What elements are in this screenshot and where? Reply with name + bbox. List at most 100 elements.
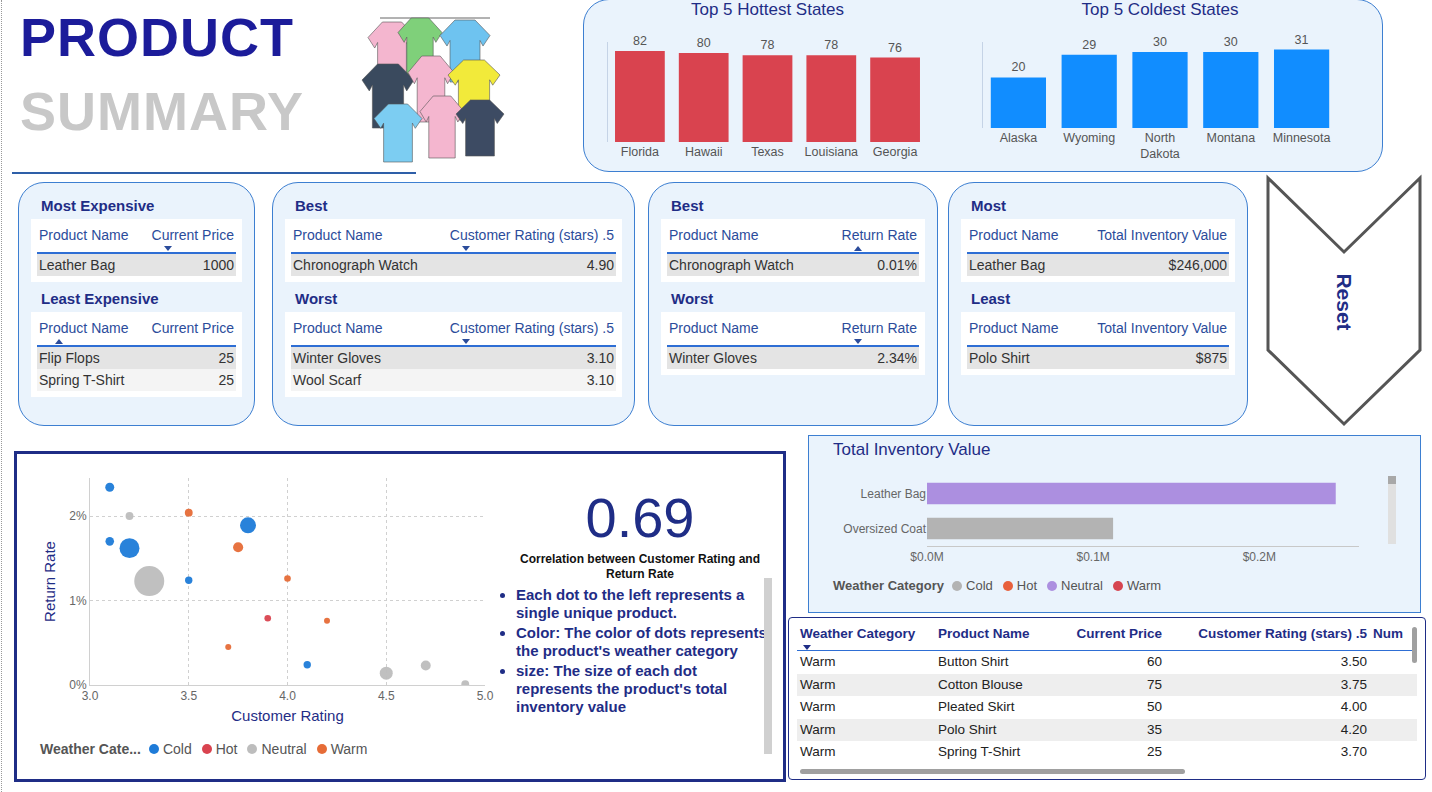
- html-text:Leather Bag: Leather Bag: [969, 257, 1046, 273]
- html-text:Best: Best: [671, 197, 704, 214]
- html-text:3.75: 3.75: [1340, 676, 1367, 692]
- svg-text:Alaska: Alaska: [1000, 131, 1038, 145]
- svg-text:Texas: Texas: [751, 145, 784, 159]
- html-text:Cotton Blouse: Cotton Blouse: [938, 676, 1023, 692]
- html-text:3.10: 3.10: [586, 372, 614, 388]
- html-text:Polo Shirt: Polo Shirt: [938, 721, 997, 737]
- html-text:Spring T-Shirt: Spring T-Shirt: [39, 372, 125, 388]
- svg-text:Montana: Montana: [1206, 131, 1255, 145]
- html-text:Winter Gloves: Winter Gloves: [293, 350, 381, 366]
- html-text:Most: Most: [971, 197, 1006, 214]
- html-text:Total Inventory Value: Total Inventory Value: [833, 440, 991, 459]
- svg-text:Georgia: Georgia: [873, 145, 918, 159]
- html-text:Worst: Worst: [671, 290, 714, 307]
- html-text:Each dot to the left represent: Each dot to the left represents a single…: [516, 586, 745, 621]
- html-text:Correlation between Customer R: Correlation between Customer Rating and …: [520, 552, 760, 581]
- html-text:Product Name: Product Name: [293, 227, 383, 243]
- svg-text:76: 76: [888, 41, 902, 55]
- html-text:Current Price: Current Price: [151, 227, 234, 243]
- html-text:0.01%: 0.01%: [877, 257, 917, 273]
- html-text:Warm: Warm: [800, 676, 836, 692]
- html-text:Polo Shirt: Polo Shirt: [969, 350, 1030, 366]
- html-text:Product Name: Product Name: [969, 227, 1059, 243]
- svg-text:29: 29: [1082, 38, 1096, 52]
- html-text:Warm: Warm: [800, 721, 836, 737]
- html-text:Total Inventory Value: Total Inventory Value: [1097, 320, 1227, 336]
- html-text:1000: 1000: [202, 257, 234, 273]
- html-text:Weather Cate...: Weather Cate...: [40, 741, 141, 757]
- html-text:Cold: Cold: [162, 741, 192, 757]
- svg-text:82: 82: [633, 34, 647, 48]
- html-text:Best: Best: [295, 197, 328, 214]
- svg-text:Minnesota: Minnesota: [1273, 131, 1331, 145]
- html-text:0.69: 0.69: [585, 486, 695, 549]
- svg-text:4.0: 4.0: [279, 689, 296, 703]
- html-text:25: 25: [218, 372, 234, 388]
- html-text:Least Expensive: Least Expensive: [41, 290, 159, 307]
- svg-text:20: 20: [1011, 60, 1025, 74]
- svg-text:30: 30: [1153, 35, 1167, 49]
- svg-text:Customer Rating: Customer Rating: [231, 707, 344, 724]
- html-text:25: 25: [218, 350, 234, 366]
- html-text:Customer Rating (stars) .5: Customer Rating (stars) .5: [449, 227, 614, 243]
- html-text:PRODUCT: PRODUCT: [20, 7, 294, 67]
- html-text:Worst: Worst: [295, 290, 338, 307]
- svg-text:$0.2M: $0.2M: [1243, 550, 1276, 564]
- html-text:Product Name: Product Name: [39, 227, 129, 243]
- html-text:Warm: Warm: [330, 741, 368, 757]
- html-text:Product Name: Product Name: [39, 320, 129, 336]
- html-text:Winter Gloves: Winter Gloves: [669, 350, 757, 366]
- html-text:size: The size of each dot rep: size: The size of each dot represents th…: [516, 662, 728, 715]
- html-text:Return Rate: Return Rate: [841, 320, 917, 336]
- html-text:Leather Bag: Leather Bag: [39, 257, 116, 273]
- svg-text:Florida: Florida: [621, 145, 659, 159]
- svg-text:$0.1M: $0.1M: [1076, 550, 1109, 564]
- svg-text:Louisiana: Louisiana: [805, 145, 859, 159]
- svg-text:5.0: 5.0: [477, 689, 494, 703]
- svg-text:80: 80: [697, 36, 711, 50]
- html-text:Customer Rating (stars) .5: Customer Rating (stars) .5: [449, 320, 614, 336]
- svg-text:Reset: Reset: [1333, 273, 1356, 330]
- html-text:Product Name: Product Name: [669, 320, 759, 336]
- html-text:Product Name: Product Name: [969, 320, 1059, 336]
- html-text:Total Inventory Value: Total Inventory Value: [1097, 227, 1227, 243]
- svg-text:Leather Bag: Leather Bag: [861, 487, 926, 501]
- html-text:$246,000: $246,000: [1168, 257, 1227, 273]
- svg-text:Oversized Coat: Oversized Coat: [843, 522, 926, 536]
- html-text:$875: $875: [1195, 350, 1227, 366]
- html-text:Chronograph Watch: Chronograph Watch: [293, 257, 418, 273]
- svg-text:Return Rate: Return Rate: [41, 541, 58, 622]
- svg-text:0%: 0%: [69, 678, 87, 692]
- svg-text:78: 78: [824, 38, 838, 52]
- svg-text:78: 78: [761, 38, 775, 52]
- html-text:Product Name: Product Name: [669, 227, 759, 243]
- html-text:Least: Least: [971, 290, 1011, 307]
- svg-text:4.5: 4.5: [378, 689, 395, 703]
- svg-text:2%: 2%: [69, 509, 87, 523]
- html-text:SUMMARY: SUMMARY: [20, 81, 304, 141]
- html-text:Top 5 Coldest States: Top 5 Coldest States: [1081, 0, 1239, 19]
- html-text:Most Expensive: Most Expensive: [41, 197, 155, 214]
- html-text:Neutral: Neutral: [261, 741, 307, 757]
- html-text:Return Rate: Return Rate: [841, 227, 917, 243]
- html-text:Flip Flops: Flip Flops: [39, 350, 100, 366]
- svg-text:3.0: 3.0: [82, 689, 99, 703]
- html-text:Color: The color of dots repre: Color: The color of dots represents the …: [516, 624, 767, 659]
- html-text:2.34%: 2.34%: [877, 350, 917, 366]
- html-text:Hot: Hot: [215, 741, 238, 757]
- svg-text:Hawaii: Hawaii: [685, 145, 723, 159]
- svg-text:$0.0M: $0.0M: [910, 550, 943, 564]
- svg-text:3.5: 3.5: [180, 689, 197, 703]
- html-text:Chronograph Watch: Chronograph Watch: [669, 257, 794, 273]
- svg-text:30: 30: [1224, 35, 1238, 49]
- html-text:Current Price: Current Price: [151, 320, 234, 336]
- svg-text:NorthDakota: NorthDakota: [1140, 131, 1180, 161]
- html-text:Top 5 Hottest States: Top 5 Hottest States: [691, 0, 844, 19]
- html-text:Product Name: Product Name: [293, 320, 383, 336]
- html-text:4.90: 4.90: [586, 257, 614, 273]
- html-text:Wool Scarf: Wool Scarf: [293, 372, 362, 388]
- svg-text:1%: 1%: [69, 594, 87, 608]
- svg-text:Wyoming: Wyoming: [1063, 131, 1115, 145]
- html-text:3.10: 3.10: [586, 350, 614, 366]
- svg-text:31: 31: [1295, 33, 1309, 47]
